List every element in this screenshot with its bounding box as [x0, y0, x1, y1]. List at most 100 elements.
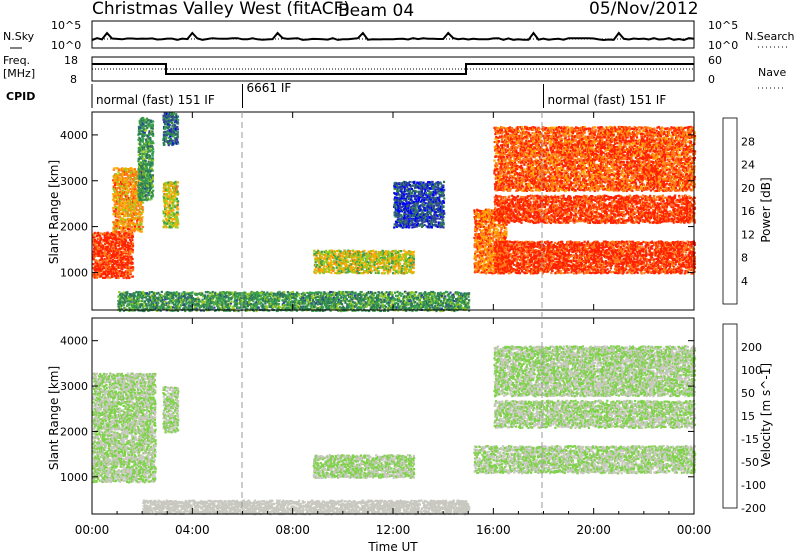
data-cell: [169, 226, 172, 229]
data-cell: [149, 164, 153, 167]
cpid-segment-label: normal (fast) 151 IF: [548, 93, 667, 107]
data-cell: [125, 178, 128, 181]
freq-label-1: Freq.: [3, 54, 30, 67]
data-cell: [367, 264, 370, 267]
data-cell: [173, 186, 176, 189]
noise-panel: N.Sky 10^5 10^0 10^5 10^0 N.Search: [3, 19, 795, 52]
data-cell: [364, 260, 367, 263]
data-cell: [328, 249, 331, 252]
data-cell: [141, 154, 144, 157]
data-cell: [418, 187, 421, 190]
data-cell: [402, 268, 405, 271]
data-cell: [411, 251, 414, 254]
data-cell: [124, 248, 127, 251]
data-cell: [176, 203, 179, 206]
data-cell: [121, 228, 125, 231]
data-cell: [414, 190, 417, 193]
noise-sky-line: [91, 31, 695, 42]
data-cell: [120, 270, 123, 273]
data-cell: [389, 254, 392, 257]
data-cell: [420, 181, 423, 184]
data-cell: [150, 130, 153, 133]
data-cell: [116, 219, 119, 222]
data-cell: [172, 188, 175, 191]
data-cell: [400, 197, 403, 200]
data-cell: [102, 244, 105, 247]
data-cell: [117, 263, 120, 266]
data-cell: [146, 150, 150, 153]
data-cell: [103, 235, 106, 239]
data-cell: [95, 232, 98, 235]
data-cell: [172, 185, 175, 188]
data-cell: [124, 169, 127, 172]
data-cell: [119, 272, 122, 275]
data-cell: [124, 220, 127, 223]
data-cell: [117, 227, 120, 230]
data-cell: [142, 119, 145, 122]
data-cell: [135, 199, 138, 202]
data-cell: [400, 219, 403, 222]
data-cell: [112, 179, 115, 182]
data-cell: [168, 125, 171, 129]
data-cell: [136, 196, 139, 199]
data-cell: [109, 240, 112, 243]
data-cell: [410, 196, 413, 199]
data-cell: [127, 252, 130, 255]
data-cell: [102, 276, 105, 279]
data-cell: [145, 189, 149, 192]
data-cell: [345, 271, 348, 274]
data-cell: [151, 146, 154, 149]
data-cell: [117, 201, 121, 204]
data-cell: [403, 249, 406, 252]
data-cell: [164, 208, 167, 211]
data-cell: [174, 205, 177, 208]
data-cell: [146, 126, 149, 129]
data-cell: [406, 202, 409, 205]
data-cell: [108, 242, 111, 245]
data-cell: [315, 253, 318, 256]
data-cell: [166, 214, 170, 217]
data-cell: [403, 198, 406, 202]
data-cell: [328, 266, 331, 269]
data-cell: [324, 268, 327, 271]
data-cell: [151, 160, 154, 163]
data-cell: [351, 266, 354, 269]
data-cell: [136, 221, 139, 225]
data-cell: [174, 127, 178, 130]
data-cell: [423, 223, 426, 227]
data-cell: [108, 266, 111, 269]
data-cell: [131, 258, 134, 261]
data-cell: [118, 208, 121, 211]
data-cell: [112, 251, 115, 254]
data-cell: [405, 271, 408, 274]
data-cell: [329, 257, 332, 260]
data-cell: [434, 220, 437, 224]
data-cell: [213, 306, 216, 309]
data-cell: [130, 181, 133, 184]
data-cell: [151, 169, 154, 172]
data-cell: [393, 196, 397, 199]
data-cell: [139, 161, 142, 164]
data-cell: [278, 305, 281, 309]
data-cell: [116, 233, 119, 236]
data-cell: [162, 210, 165, 213]
data-cell: [137, 219, 140, 222]
data-cell: [93, 255, 96, 258]
data-cell: [114, 248, 117, 251]
data-cell: [347, 264, 350, 267]
data-cell: [117, 174, 120, 177]
data-cell: [169, 188, 172, 191]
data-cell: [106, 241, 110, 244]
data-cell: [93, 272, 96, 275]
data-cell: [128, 213, 131, 216]
data-cell: [394, 249, 397, 252]
data-cell: [169, 208, 172, 211]
data-cell: [415, 198, 418, 201]
data-cell: [137, 195, 140, 198]
data-cell: [149, 174, 152, 177]
data-cell: [139, 143, 142, 146]
data-cell: [408, 219, 411, 222]
data-cell: [169, 120, 172, 124]
